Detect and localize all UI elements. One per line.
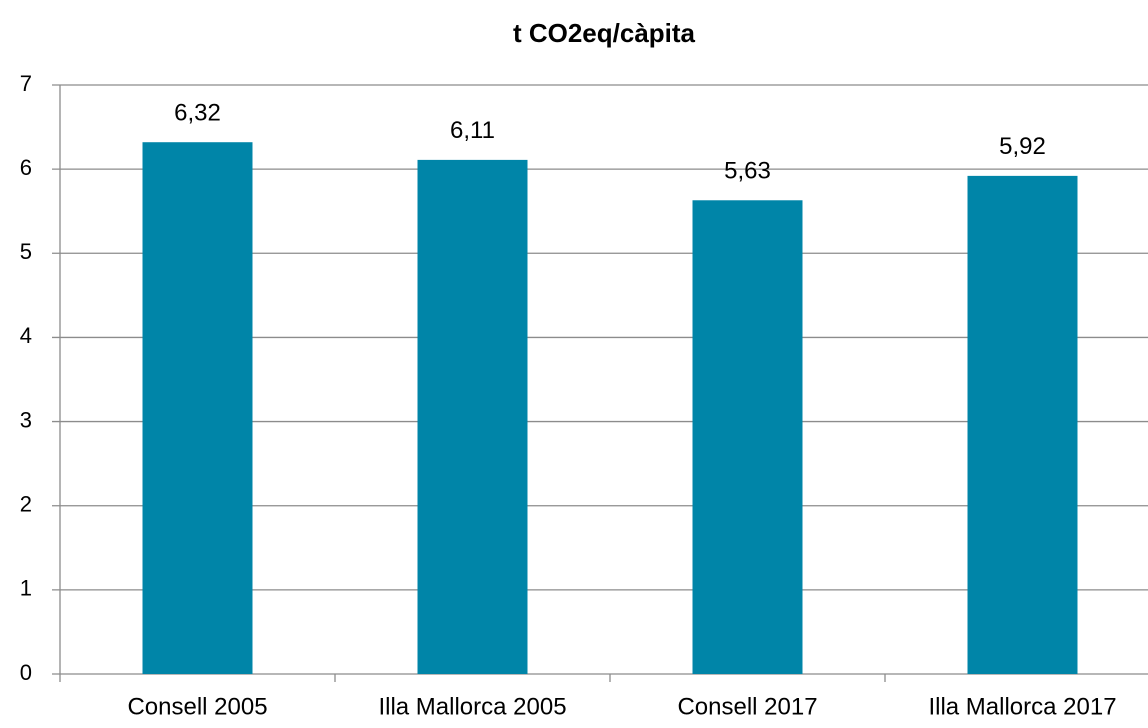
chart-title: t CO2eq/càpita	[513, 18, 696, 48]
value-label: 6,11	[450, 117, 495, 144]
value-label: 6,32	[174, 100, 221, 127]
x-tick-label: Illa Mallorca 2005	[378, 693, 566, 720]
x-tick-label: Consell 2017	[677, 693, 817, 720]
y-tick-label: 7	[20, 71, 32, 96]
bar	[692, 200, 803, 675]
value-label: 5,92	[999, 133, 1046, 160]
bar	[967, 175, 1078, 675]
value-label: 5,63	[724, 158, 771, 185]
y-tick-label: 3	[20, 407, 32, 432]
x-tick-label: Consell 2005	[127, 693, 267, 720]
bar	[142, 142, 253, 674]
y-tick-label: 4	[20, 323, 32, 348]
y-tick-label: 5	[20, 239, 32, 264]
x-tick-label: Illa Mallorca 2017	[928, 693, 1116, 720]
y-tick-label: 0	[20, 660, 32, 685]
y-tick-label: 6	[20, 155, 32, 180]
y-tick-label: 2	[20, 492, 32, 517]
bar	[417, 159, 528, 674]
y-tick-label: 1	[20, 576, 32, 601]
